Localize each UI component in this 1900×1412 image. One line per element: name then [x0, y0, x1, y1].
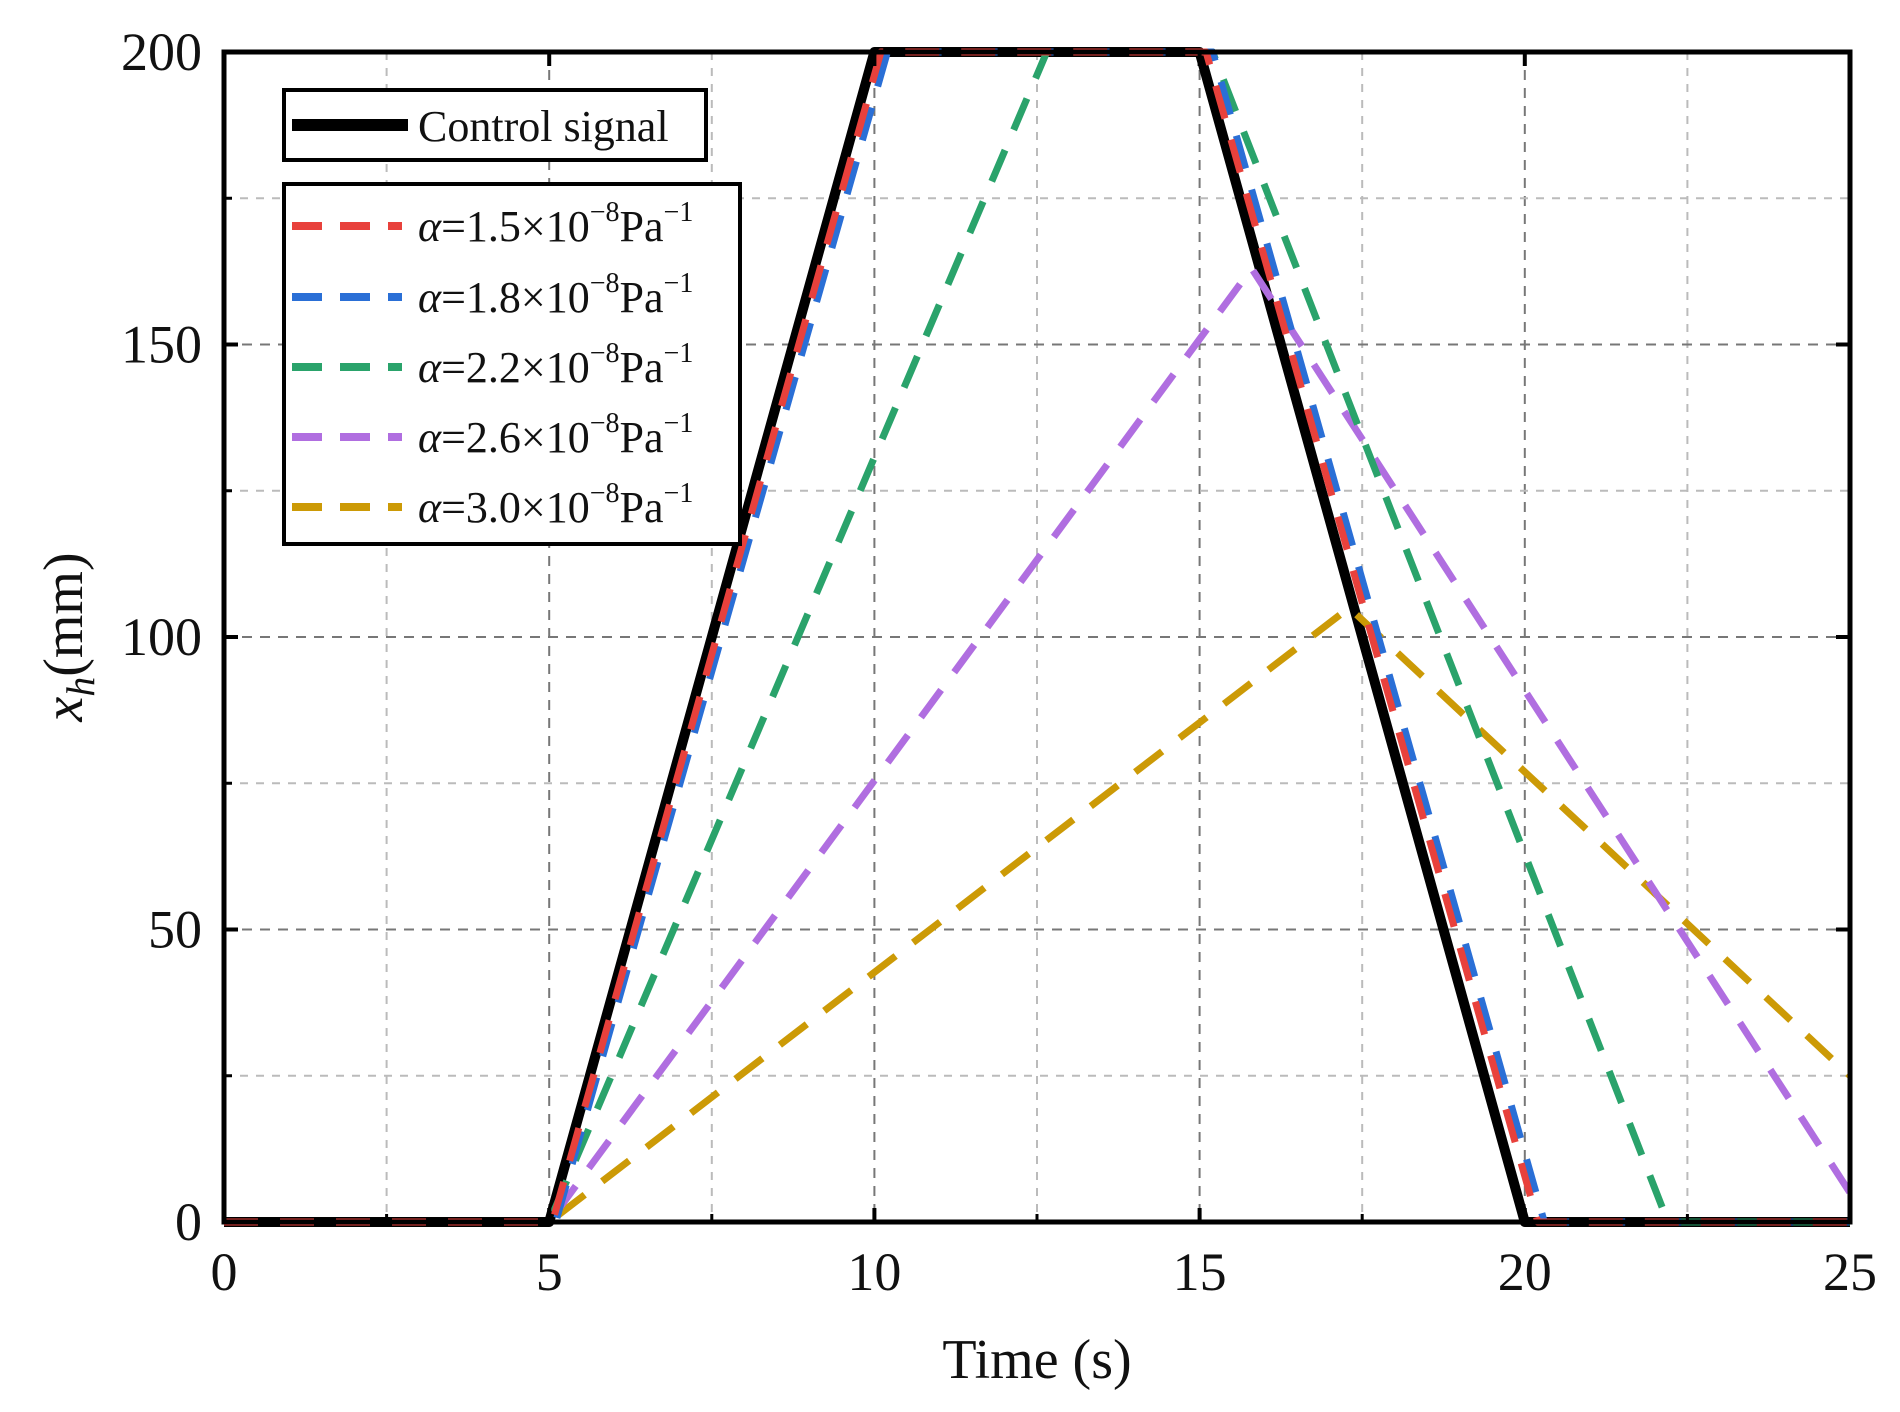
legend: Control signal α=1.5×10−8Pa−1 α=1.8×10−8Pa… — [282, 88, 742, 546]
legend-label-2: α=1.8×10−8Pa−1 — [418, 268, 693, 322]
axis-ticks: 0 5 10 15 20 25 0 50 100 150 200 — [121, 22, 1877, 1302]
y-tick-label: 200 — [121, 22, 202, 82]
y-axis-symbol: x — [33, 697, 95, 723]
y-tick-label: 100 — [121, 607, 202, 667]
y-tick-label: 0 — [175, 1192, 202, 1252]
y-tick-label: 50 — [148, 900, 202, 960]
legend-label-3: α=2.2×10−8Pa−1 — [418, 338, 693, 392]
y-axis-label: xh(mm) — [33, 552, 103, 722]
legend-label-1: α=1.5×10−8Pa−1 — [418, 197, 693, 251]
x-tick-label: 20 — [1498, 1242, 1552, 1302]
x-tick-label: 25 — [1823, 1242, 1877, 1302]
x-tick-label: 0 — [211, 1242, 238, 1302]
x-axis-label: Time (s) — [942, 1329, 1131, 1391]
y-axis-unit: (mm) — [33, 552, 95, 676]
legend-label-5: α=3.0×10−8Pa−1 — [418, 478, 693, 532]
legend-label-4: α=2.6×10−8Pa−1 — [418, 408, 693, 462]
series-line-4 — [224, 264, 1853, 1226]
legend-label-0: Control signal — [418, 102, 669, 151]
y-tick-label: 150 — [121, 315, 202, 375]
x-tick-label: 15 — [1173, 1242, 1227, 1302]
y-axis-subscript: h — [58, 677, 103, 697]
x-tick-label: 10 — [847, 1242, 901, 1302]
x-tick-label: 5 — [536, 1242, 563, 1302]
